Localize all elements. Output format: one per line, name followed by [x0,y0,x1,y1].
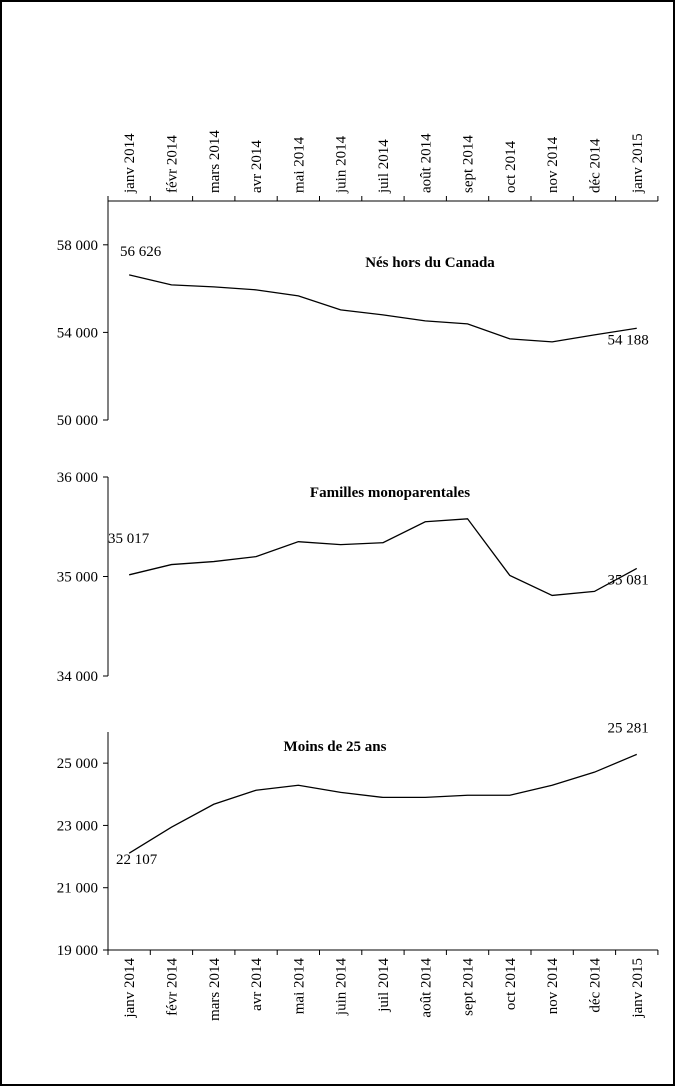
x-tick-label: janv 2015 [630,958,646,1019]
y-tick-label: 25 000 [57,756,98,772]
y-tick-label: 21 000 [57,881,98,897]
data-label: 54 188 [608,332,649,348]
x-tick-label: août 2014 [418,133,434,193]
data-label: 35 081 [608,572,649,588]
x-tick-label: juil 2014 [376,139,392,194]
x-tick-label: mai 2014 [291,136,307,193]
x-tick-label: oct 2014 [503,140,519,193]
x-tick-label: mars 2014 [207,130,223,193]
line-series [128,753,638,854]
data-label: 22 107 [116,852,158,868]
y-tick-label: 54 000 [57,325,98,341]
x-tick-label: févr 2014 [164,958,180,1016]
chart-title: Moins de 25 ans [284,739,387,755]
x-tick-label: avr 2014 [249,958,265,1011]
x-tick-label: déc 2014 [587,138,603,193]
x-tick-label: déc 2014 [587,958,603,1013]
x-tick-label: mai 2014 [291,958,307,1015]
x-tick-label: août 2014 [418,958,434,1018]
y-tick-label: 34 000 [57,669,98,685]
x-tick-label: janv 2015 [630,133,646,194]
x-tick-label: nov 2014 [545,136,561,193]
data-label: 35 017 [108,531,150,547]
y-tick-label: 35 000 [57,570,98,586]
y-tick-label: 50 000 [57,413,98,429]
y-tick-label: 19 000 [57,943,98,959]
data-label: 25 281 [608,720,649,736]
x-tick-label: juin 2014 [334,135,350,194]
x-tick-label: févr 2014 [164,135,180,193]
x-tick-label: oct 2014 [503,958,519,1011]
x-tick-label: nov 2014 [545,958,561,1015]
y-tick-label: 36 000 [57,470,98,486]
x-tick-label: janv 2014 [122,958,138,1019]
data-label: 56 626 [120,244,162,260]
x-tick-label: avr 2014 [249,140,265,193]
x-tick-label: juil 2014 [376,958,392,1013]
line-series [129,274,637,343]
x-tick-label: juin 2014 [334,958,350,1017]
chart-title: Nés hors du Canada [365,255,495,271]
x-tick-label: mars 2014 [207,958,223,1021]
x-tick-label: janv 2014 [122,133,138,194]
line-series [128,518,638,597]
chart-title: Familles monoparentales [310,485,470,501]
x-tick-label: sept 2014 [461,135,477,193]
y-tick-label: 58 000 [57,238,98,254]
y-tick-label: 23 000 [57,818,98,834]
x-tick-label: sept 2014 [461,958,477,1016]
